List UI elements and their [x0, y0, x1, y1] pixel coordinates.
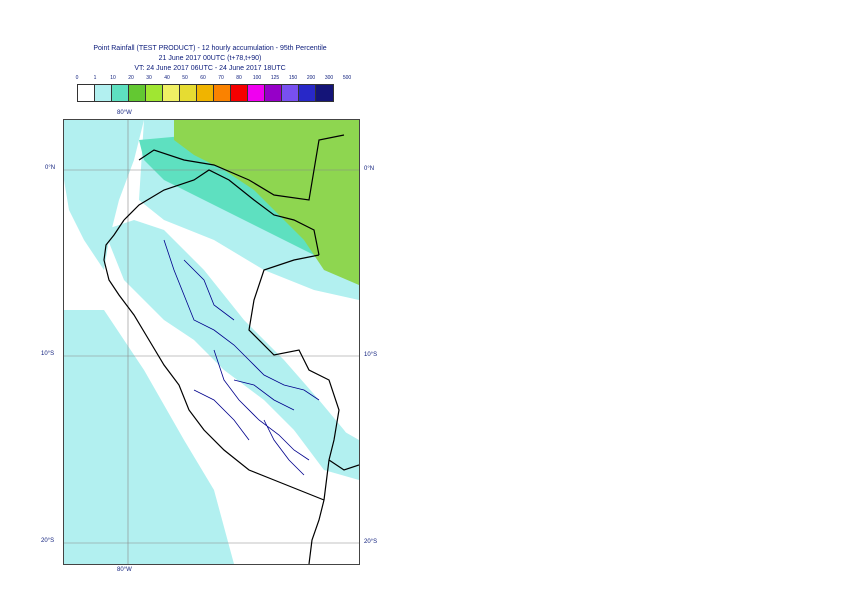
- lon-label-top-80w: 80°W: [117, 110, 132, 116]
- legend-swatch: [163, 85, 180, 101]
- chile-border: [308, 499, 325, 565]
- bolivia-border: [328, 459, 360, 471]
- legend-tick-label: 10: [110, 75, 116, 81]
- map-title-line2: 21 June 2017 00UTC (t+78,t+90): [158, 55, 262, 62]
- legend-tick-label: 200: [306, 75, 316, 81]
- legend-tick-label: 125: [270, 75, 280, 81]
- legend-swatch: [95, 85, 112, 101]
- map-canvas: [64, 120, 360, 565]
- legend-tick-label: 50: [182, 75, 188, 81]
- legend-swatch: [180, 85, 197, 101]
- legend-swatch: [299, 85, 316, 101]
- peru-ecuador-border: [123, 169, 320, 256]
- legend-tick-label: 40: [164, 75, 170, 81]
- peru-brazil-border: [248, 254, 340, 501]
- legend-labels: 0 1 10 20 30 40 50 60 70 80 100 125 150 200 300 500: [75, 75, 352, 83]
- rain-light-ocean-west: [64, 120, 144, 270]
- lat-label-left-20s: 20°S: [41, 538, 55, 544]
- admin-boundaries: [163, 239, 320, 476]
- map-frame: 0°N 10°S 20°S: [63, 119, 377, 565]
- legend-tick-label: 30: [146, 75, 152, 81]
- legend-tick-label: 500: [342, 75, 352, 81]
- legend-swatch: [282, 85, 299, 101]
- lat-label-left-0n: 0°N: [45, 165, 56, 171]
- legend-tick-label: 0: [75, 75, 79, 81]
- legend-color-bar: [77, 84, 334, 102]
- map-title-line3: VT: 24 June 2017 06UTC - 24 June 2017 18…: [134, 65, 286, 72]
- legend-tick-label: 70: [218, 75, 224, 81]
- legend-swatch: [129, 85, 146, 101]
- map-title-line1: Point Rainfall (TEST PRODUCT) - 12 hourl…: [93, 45, 327, 52]
- legend-tick-label: 1: [93, 75, 97, 81]
- legend-swatch: [78, 85, 95, 101]
- legend-tick-label: 100: [252, 75, 262, 81]
- legend-tick-label: 150: [288, 75, 298, 81]
- lon-label-bottom-80w: 80°W: [117, 567, 132, 573]
- legend-swatch: [197, 85, 214, 101]
- legend-tick-label: 80: [236, 75, 242, 81]
- legend-tick-label: 60: [200, 75, 206, 81]
- legend-tick-label: 20: [128, 75, 134, 81]
- legend-tick-label: 300: [324, 75, 334, 81]
- legend-swatch: [214, 85, 231, 101]
- legend-swatch: [248, 85, 265, 101]
- lat-label-right-20s: 20°S: [364, 539, 378, 545]
- lat-label-left-10s: 10°S: [41, 351, 55, 357]
- rain-light-ocean-south: [64, 310, 234, 564]
- lat-label-right-10s: 10°S: [364, 352, 378, 358]
- legend-swatch: [112, 85, 129, 101]
- legend-swatch: [316, 85, 333, 101]
- legend-swatch: [231, 85, 248, 101]
- peru-coastline: [103, 219, 325, 501]
- rain-heavy-north: [174, 120, 359, 285]
- lat-label-right-0n: 0°N: [364, 166, 375, 172]
- rain-light-southeast: [284, 400, 359, 470]
- legend-swatch: [146, 85, 163, 101]
- ecuador-colombia-border: [138, 134, 345, 201]
- legend-swatch: [265, 85, 282, 101]
